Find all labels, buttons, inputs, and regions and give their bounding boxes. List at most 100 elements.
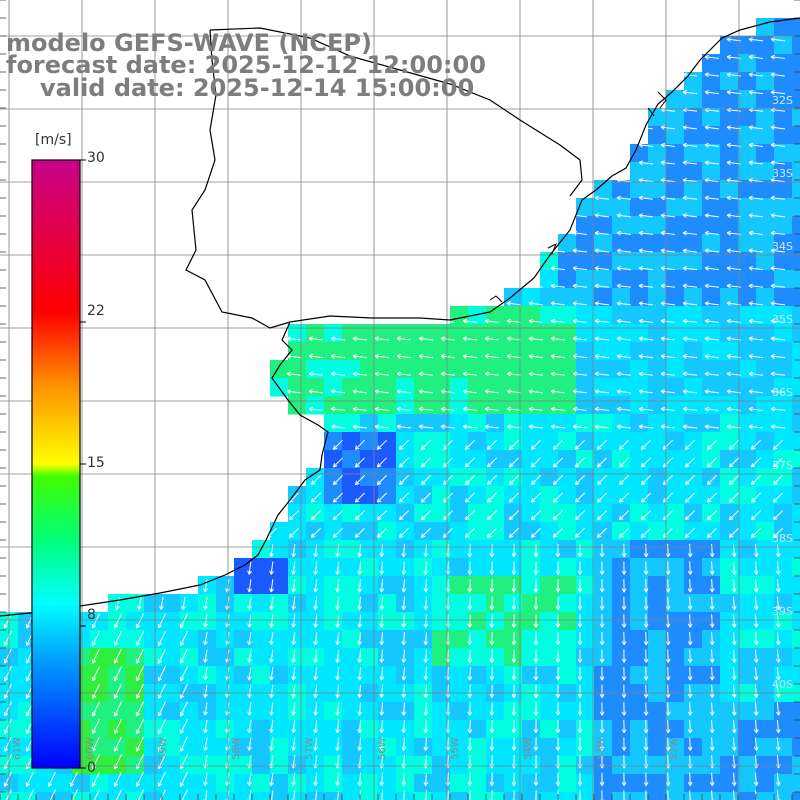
- wind-arrow: [621, 684, 627, 698]
- speed-cell: [594, 486, 613, 505]
- speed-cell: [666, 324, 685, 343]
- wind-arrow: [3, 701, 12, 717]
- wind-arrow: [596, 475, 607, 486]
- speed-cell: [648, 504, 667, 523]
- speed-cell: [342, 432, 361, 451]
- wind-arrow: [709, 543, 715, 558]
- speed-cell: [576, 216, 595, 235]
- speed-cell: [666, 198, 685, 217]
- wind-arrow: [401, 649, 407, 663]
- wind-arrow: [203, 579, 208, 593]
- speed-cell: [414, 648, 433, 667]
- wind-arrow: [596, 439, 607, 450]
- wind-arrow: [113, 754, 122, 770]
- speed-cell: [792, 216, 800, 235]
- speed-cell: [594, 432, 613, 451]
- wind-arrow: [770, 406, 786, 412]
- speed-cell: [198, 612, 217, 631]
- wind-arrow: [594, 318, 610, 324]
- speed-cell: [396, 630, 415, 649]
- speed-cell: [666, 630, 685, 649]
- speed-cell: [216, 756, 235, 775]
- wind-arrow: [179, 701, 188, 717]
- wind-arrow: [313, 772, 318, 786]
- speed-cell: [558, 396, 577, 415]
- speed-cell: [612, 756, 631, 775]
- speed-cell: [792, 738, 800, 757]
- wind-arrow: [310, 527, 321, 538]
- speed-cell: [522, 486, 541, 505]
- speed-cell: [558, 270, 577, 289]
- wind-arrow: [660, 160, 676, 166]
- speed-cell: [144, 594, 163, 613]
- wind-arrow: [552, 492, 563, 503]
- speed-cell: [180, 666, 199, 685]
- wind-arrow: [247, 702, 252, 716]
- speed-cell: [252, 576, 271, 595]
- speed-cell: [792, 720, 800, 739]
- wind-arrow: [291, 737, 296, 751]
- speed-cell: [360, 378, 379, 397]
- wind-arrow: [530, 475, 541, 486]
- speed-cell: [414, 468, 433, 487]
- speed-cell: [612, 468, 631, 487]
- wind-arrow: [572, 318, 588, 324]
- wind-arrow: [286, 336, 302, 342]
- speed-cell: [378, 396, 397, 415]
- speed-cell: [396, 612, 415, 631]
- wind-arrow: [731, 702, 737, 716]
- speed-cell: [288, 522, 307, 541]
- speed-cell: [324, 540, 343, 559]
- speed-cell: [360, 702, 379, 721]
- wind-arrow: [354, 475, 365, 486]
- speed-cell: [270, 522, 289, 541]
- wind-arrow: [665, 631, 671, 646]
- speed-cell: [414, 432, 433, 451]
- speed-cell: [756, 18, 775, 37]
- wind-arrow: [660, 125, 676, 130]
- wind-arrow: [508, 527, 519, 538]
- wind-arrow: [684, 475, 695, 486]
- wind-arrow: [374, 389, 390, 394]
- latitude-label: 38S: [772, 532, 793, 545]
- wind-arrow: [550, 389, 566, 394]
- speed-cell: [792, 540, 800, 559]
- speed-cell: [630, 198, 649, 217]
- speed-cell: [306, 594, 325, 613]
- wind-arrow: [748, 354, 764, 359]
- speed-cell: [360, 738, 379, 757]
- wind-arrow: [709, 737, 715, 751]
- speed-cell: [360, 432, 379, 451]
- wind-arrow: [577, 719, 583, 734]
- wind-arrow: [47, 771, 56, 787]
- speed-cell: [738, 414, 757, 433]
- speed-cell: [414, 504, 433, 523]
- speed-cell: [396, 594, 415, 613]
- wind-arrow: [775, 737, 781, 751]
- wind-arrow: [687, 543, 693, 558]
- wind-arrow: [462, 389, 478, 394]
- speed-cell: [90, 738, 109, 757]
- speed-cell: [720, 702, 739, 721]
- speed-cell: [306, 648, 325, 667]
- wind-arrow: [684, 457, 695, 468]
- wind-arrow: [511, 543, 517, 558]
- wind-arrow: [247, 631, 252, 646]
- longitude-label: 52W: [669, 737, 680, 760]
- speed-cell: [630, 162, 649, 181]
- speed-cell: [522, 342, 541, 361]
- wind-arrow: [489, 614, 495, 628]
- wind-arrow: [506, 371, 522, 377]
- wind-arrow: [572, 266, 588, 271]
- wind-arrow: [621, 543, 627, 558]
- speed-cell: [576, 486, 595, 505]
- speed-cell: [378, 792, 397, 800]
- speed-cell: [288, 576, 307, 595]
- speed-cell: [792, 288, 800, 307]
- wind-arrow: [247, 579, 252, 593]
- speed-cell: [666, 504, 685, 523]
- wind-arrow: [26, 789, 34, 800]
- speed-cell: [558, 774, 577, 793]
- speed-cell: [702, 252, 721, 271]
